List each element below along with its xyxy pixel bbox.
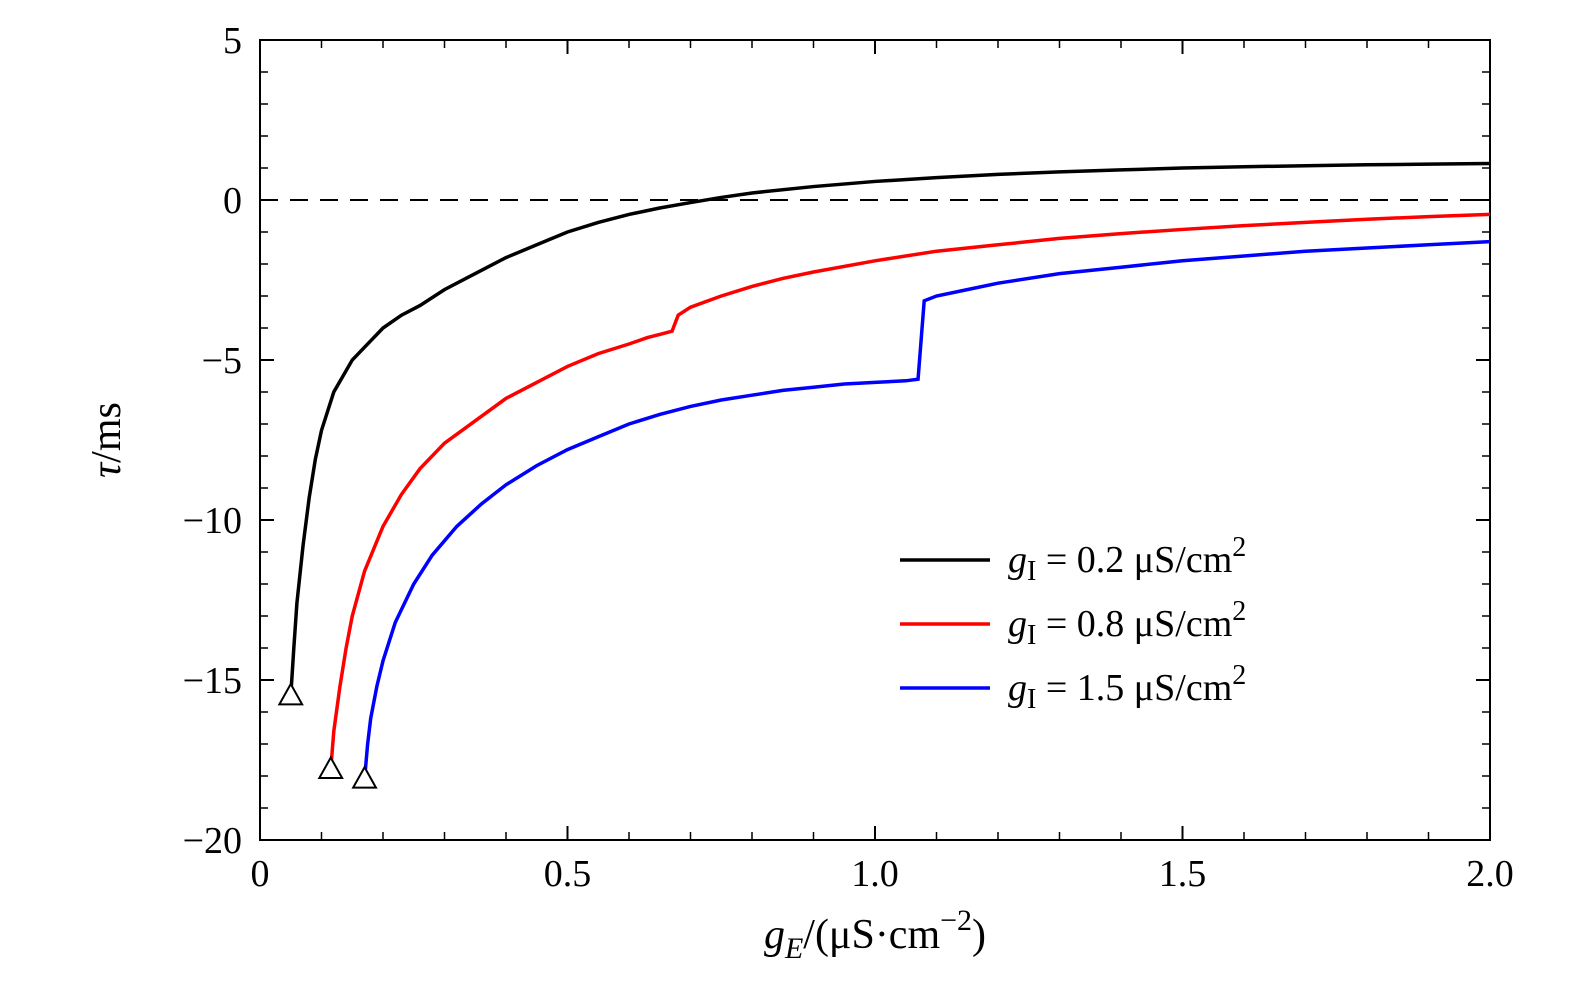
x-tick-label: 1.0 <box>851 853 899 895</box>
legend-label-gI_0.8: gI = 0.8 μS/cm2 <box>1008 596 1246 651</box>
y-tick-label: 5 <box>223 20 242 62</box>
y-axis-label: τ/ms <box>84 402 130 478</box>
start-marker-gI_0.2 <box>279 684 302 704</box>
y-tick-label: −20 <box>183 820 242 862</box>
x-tick-label: 1.5 <box>1159 853 1207 895</box>
legend-label-gI_1.5: gI = 1.5 μS/cm2 <box>1008 660 1246 715</box>
start-marker-gI_1.5 <box>353 767 376 787</box>
y-tick-label: 0 <box>223 180 242 222</box>
start-marker-gI_0.8 <box>319 758 342 778</box>
chart-container: 0 0.5 1.0 1.5 2.0 −20 −15 −10 −5 0 5 gE/(μS·cm−2) τ/… <box>0 0 1575 984</box>
series-gI_0.2 <box>291 164 1490 696</box>
x-tick-label: 0 <box>251 853 270 895</box>
y-tick-label: −10 <box>183 500 242 542</box>
x-tick-label: 0.5 <box>544 853 592 895</box>
y-tick-label: −5 <box>202 340 242 382</box>
legend-label-gI_0.2: gI = 0.2 μS/cm2 <box>1008 532 1246 587</box>
x-tick-label: 2.0 <box>1466 853 1514 895</box>
plot-frame <box>260 40 1490 840</box>
chart-svg: 0 0.5 1.0 1.5 2.0 −20 −15 −10 −5 0 5 gE/(μS·cm−2) τ/… <box>0 0 1575 984</box>
y-tick-label: −15 <box>183 660 242 702</box>
x-axis-label: gE/(μS·cm−2) <box>764 904 986 965</box>
series-gI_1.5 <box>365 242 1490 780</box>
